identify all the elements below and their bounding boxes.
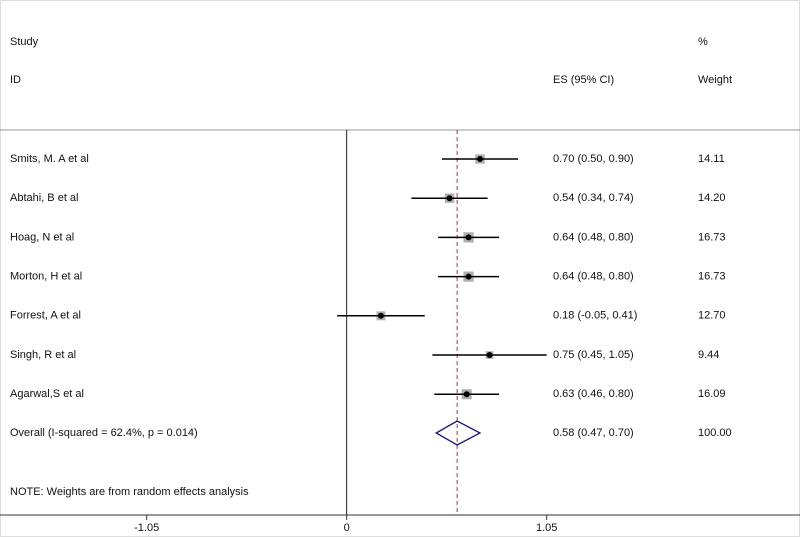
es-point bbox=[486, 352, 493, 358]
header-pct: % bbox=[698, 36, 708, 48]
es-point bbox=[465, 273, 472, 280]
es-point bbox=[446, 195, 453, 202]
weight-label: 16.73 bbox=[698, 271, 726, 283]
study-label: Abtahi, B et al bbox=[10, 192, 79, 204]
x-tick-label: 0 bbox=[344, 522, 350, 534]
study-label: Forrest, A et al bbox=[10, 310, 81, 322]
weight-label: 14.11 bbox=[698, 153, 725, 165]
es-point bbox=[477, 156, 483, 162]
x-tick-label: 1.05 bbox=[536, 522, 557, 534]
header-weight: Weight bbox=[698, 74, 732, 86]
es-point bbox=[463, 391, 470, 398]
es-point bbox=[377, 312, 384, 319]
study-label: Hoag, N et al bbox=[10, 231, 74, 243]
es-label: 0.54 (0.34, 0.74) bbox=[553, 192, 634, 204]
weight-label: 12.70 bbox=[698, 310, 726, 322]
weight-label: 16.73 bbox=[698, 231, 726, 243]
header-id: ID bbox=[10, 74, 21, 86]
es-label: 0.64 (0.48, 0.80) bbox=[553, 271, 634, 283]
es-point bbox=[465, 234, 472, 241]
overall-weight-label: 100.00 bbox=[698, 427, 732, 439]
study-label: Smits, M. A et al bbox=[10, 153, 89, 165]
x-tick-label: -1.05 bbox=[134, 522, 159, 534]
header-study: Study bbox=[10, 36, 39, 48]
note: NOTE: Weights are from random effects an… bbox=[10, 486, 249, 498]
es-label: 0.75 (0.45, 1.05) bbox=[553, 349, 634, 361]
overall-es-label: 0.58 (0.47, 0.70) bbox=[553, 427, 634, 439]
es-label: 0.63 (0.46, 0.80) bbox=[553, 388, 634, 400]
weight-label: 16.09 bbox=[698, 388, 726, 400]
es-label: 0.18 (-0.05, 0.41) bbox=[553, 310, 637, 322]
header-es: ES (95% CI) bbox=[553, 74, 614, 86]
es-label: 0.64 (0.48, 0.80) bbox=[553, 231, 634, 243]
weight-label: 14.20 bbox=[698, 192, 726, 204]
study-label: Morton, H et al bbox=[10, 271, 82, 283]
study-label: Agarwal,S et al bbox=[10, 388, 84, 400]
overall-label: Overall (I-squared = 62.4%, p = 0.014) bbox=[10, 427, 198, 439]
weight-label: 9.44 bbox=[698, 349, 719, 361]
es-label: 0.70 (0.50, 0.90) bbox=[553, 153, 634, 165]
study-label: Singh, R et al bbox=[10, 349, 76, 361]
overall-diamond bbox=[434, 420, 482, 446]
